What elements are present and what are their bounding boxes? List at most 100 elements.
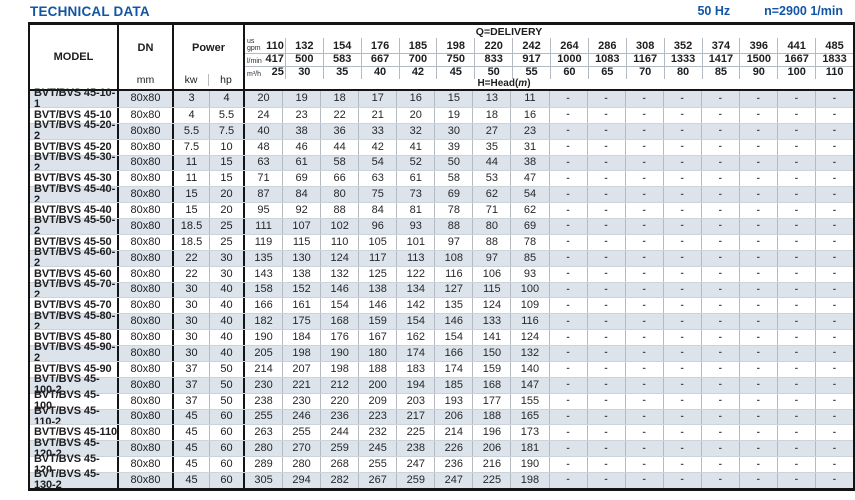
head-cell: 78	[435, 203, 474, 218]
delivery-value: 1417	[701, 54, 740, 66]
head-cell: -	[588, 298, 626, 314]
delivery-value: 110	[266, 40, 284, 52]
head-cell: -	[778, 425, 816, 441]
model-cell: BVT/BVS 45-100-2	[30, 374, 119, 396]
delivery-value: 417	[265, 53, 284, 65]
head-cell: 135	[245, 250, 284, 266]
head-cell: -	[626, 361, 664, 377]
head-cell: -	[832, 188, 837, 200]
delivery-header: Q=DELIVERY us gpm 110 132 154 176 185 198 220 242…	[245, 25, 853, 89]
head-cell: 110	[321, 234, 360, 250]
head-cell: -	[550, 282, 588, 298]
hp-cell: 40	[210, 330, 245, 345]
us-gpm-unit-label: us gpm	[247, 38, 261, 52]
head-cell: -	[550, 91, 588, 107]
table-row: BVT/BVS 45-70-2 80x80 30 40 158 152 146 138 134 1…	[30, 278, 853, 300]
head-cell: -	[550, 314, 588, 330]
head-cell: 206	[473, 441, 512, 457]
head-cell: 35	[473, 139, 512, 155]
head-cell: -	[740, 298, 778, 314]
head-cell: -	[664, 203, 702, 218]
hp-cell: 30	[210, 250, 245, 266]
head-cell: 259	[397, 473, 436, 488]
dn-cell: 80x80	[119, 219, 174, 234]
head-cell: -	[702, 314, 740, 330]
delivery-value: 90	[739, 67, 777, 79]
technical-data-table: MODEL DN mm Power kw hp Q=DELIVERY us gpm…	[28, 22, 855, 491]
head-cell: 13	[473, 91, 512, 107]
head-cell: -	[588, 314, 626, 330]
head-cell: 175	[283, 314, 322, 330]
head-cell: 88	[321, 203, 360, 218]
head-cell: 214	[435, 425, 474, 441]
head-cell: 244	[321, 425, 360, 441]
head-cell: -	[588, 91, 626, 107]
head-cell: -	[740, 219, 778, 234]
delivery-value: 750	[436, 54, 474, 66]
head-cell: -	[740, 457, 778, 472]
kw-unit-label: kw	[174, 74, 209, 86]
kw-cell: 45	[174, 473, 210, 488]
delivery-value: 242	[512, 38, 550, 53]
delivery-value: 45	[436, 67, 474, 79]
head-cell: 198	[511, 473, 550, 488]
delivery-value: 583	[322, 54, 361, 66]
head-cell: 230	[245, 377, 284, 393]
head-cell: 134	[397, 282, 436, 298]
delivery-value: 220	[474, 38, 512, 53]
head-cell: -	[626, 171, 664, 187]
dn-cell: 80x80	[119, 377, 174, 393]
head-cell: 152	[283, 282, 322, 298]
head-cell: -	[740, 473, 778, 488]
head-cell: -	[702, 425, 740, 441]
delivery-value: 30	[284, 67, 323, 79]
head-cell: 263	[245, 425, 284, 441]
head-cell: 138	[283, 266, 322, 282]
table-row: BVT/BVS 45-40 80x80 15 20 95 92 88 84 81 78 71 62- -…	[30, 202, 853, 218]
delivery-value: 1500	[739, 54, 777, 66]
head-cell: 101	[397, 234, 436, 250]
delivery-value: 1083	[587, 54, 626, 66]
kw-cell: 37	[174, 377, 210, 393]
lmin-row: l/min 417 500 583 667 700 750 833 917 1000 1083 116…	[245, 53, 853, 66]
model-cell: BVT/BVS 45-50-2	[30, 215, 119, 237]
head-cell: -	[702, 107, 740, 123]
head-cell: -	[832, 474, 837, 486]
head-cell: 97	[435, 234, 474, 250]
head-cell: -	[702, 171, 740, 187]
head-cell: 124	[473, 298, 512, 314]
head-cell: 154	[397, 314, 436, 330]
head-cell: -	[778, 393, 816, 409]
head-cell: 130	[283, 250, 322, 266]
head-cell: 236	[435, 457, 474, 472]
head-cell: -	[740, 187, 778, 203]
dn-cell: 80x80	[119, 298, 174, 314]
head-cell: 267	[359, 473, 398, 488]
head-cell: -	[626, 219, 664, 234]
mh-unit-label: m³/h	[247, 71, 261, 78]
model-cell: BVT/BVS 45-30-2	[30, 151, 119, 173]
delivery-value: 65	[587, 67, 626, 79]
dn-cell: 80x80	[119, 361, 174, 377]
kw-cell: 11	[174, 155, 210, 171]
head-cell: 69	[511, 219, 550, 234]
head-cell: -	[550, 298, 588, 314]
head-cell: 31	[511, 139, 550, 155]
head-cell: 194	[397, 377, 436, 393]
delivery-value: 132	[284, 38, 323, 53]
frequency-label: 50 Hz	[697, 4, 731, 18]
head-cell: 63	[245, 155, 284, 171]
head-cell: -	[832, 125, 837, 137]
delivery-value: 500	[284, 54, 323, 66]
delivery-value: 1333	[663, 54, 702, 66]
head-cell: -	[626, 234, 664, 250]
kw-cell: 22	[174, 250, 210, 266]
kw-cell: 11	[174, 171, 210, 187]
head-cell: -	[702, 346, 740, 361]
head-cell: -	[626, 409, 664, 425]
head-cell: 162	[397, 330, 436, 345]
head-cell: -	[702, 234, 740, 250]
head-cell: -	[832, 347, 837, 359]
head-cell: -	[778, 457, 816, 472]
head-cell: -	[778, 250, 816, 266]
